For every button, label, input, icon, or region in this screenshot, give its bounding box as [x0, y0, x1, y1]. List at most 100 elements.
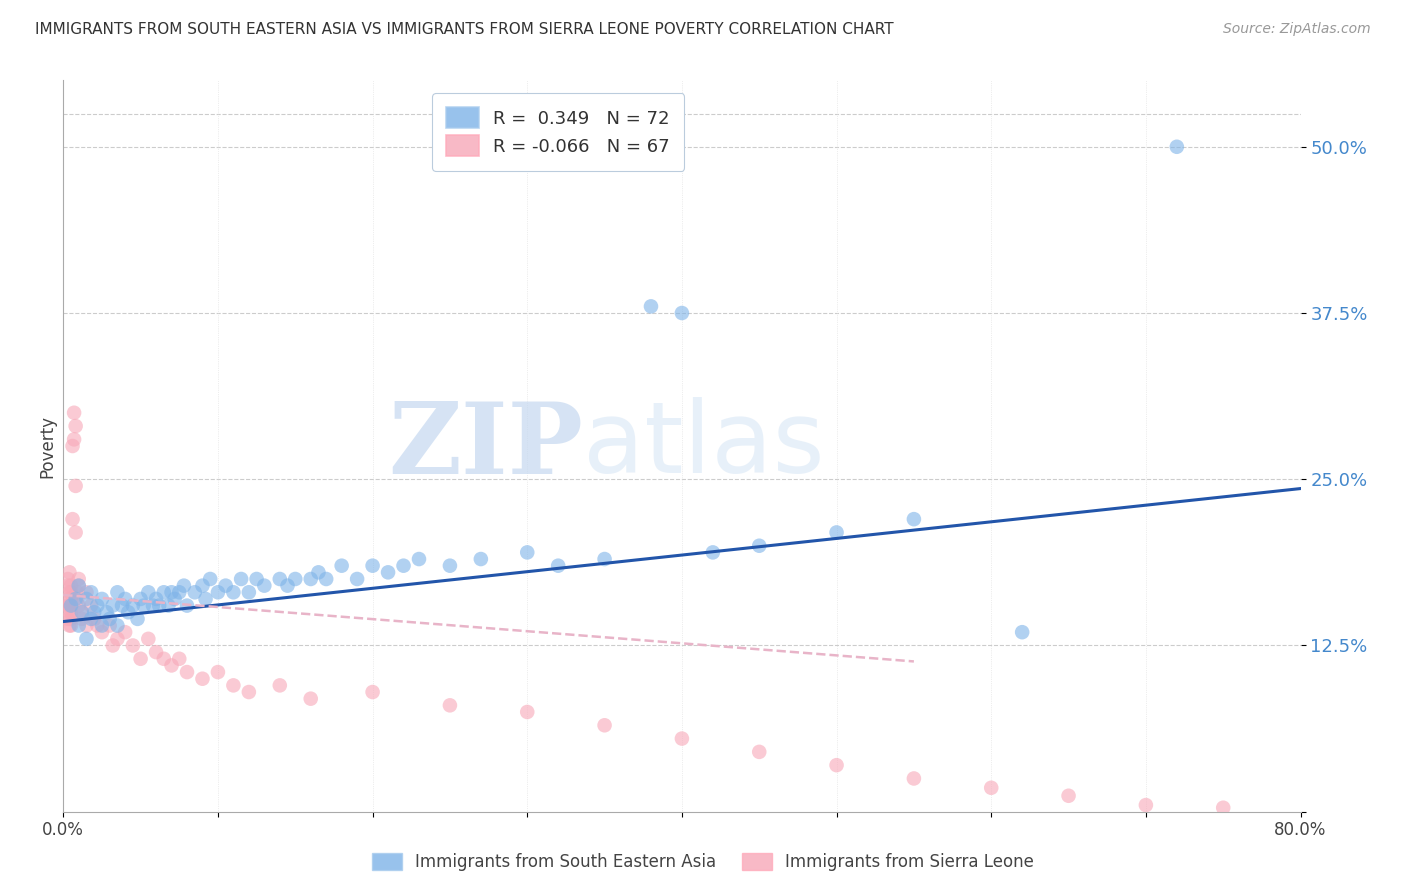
Point: [825, 758, 848, 772]
Point: [330, 558, 353, 573]
Point: [56, 612, 79, 626]
Point: [145, 591, 167, 606]
Point: [207, 665, 229, 679]
Point: [253, 579, 276, 593]
Point: [67, 579, 90, 593]
Point: [238, 585, 260, 599]
Point: [903, 772, 925, 786]
Point: [169, 585, 191, 599]
Point: [121, 599, 145, 613]
Point: [392, 558, 415, 573]
Point: [98, 618, 121, 632]
Point: [111, 599, 134, 613]
Point: [83, 605, 105, 619]
Point: [439, 698, 461, 713]
Point: [361, 685, 384, 699]
Point: [70, 605, 93, 619]
Point: [59, 591, 82, 606]
Point: [183, 585, 207, 599]
Point: [76, 618, 98, 632]
Point: [59, 599, 82, 613]
Point: [59, 605, 82, 619]
Point: [377, 566, 399, 580]
Point: [138, 632, 160, 646]
Point: [107, 585, 129, 599]
Point: [142, 599, 165, 613]
Point: [1011, 625, 1033, 640]
Point: [80, 585, 103, 599]
Point: [593, 718, 616, 732]
Y-axis label: Poverty: Poverty: [38, 415, 56, 477]
Point: [114, 591, 136, 606]
Point: [117, 605, 139, 619]
Point: [129, 652, 152, 666]
Point: [1135, 798, 1157, 813]
Point: [145, 645, 167, 659]
Point: [107, 632, 129, 646]
Point: [671, 306, 693, 320]
Point: [346, 572, 368, 586]
Point: [299, 572, 322, 586]
Point: [284, 572, 307, 586]
Point: [245, 572, 267, 586]
Point: [59, 585, 82, 599]
Point: [58, 585, 80, 599]
Point: [470, 552, 492, 566]
Point: [67, 599, 90, 613]
Point: [148, 599, 170, 613]
Point: [748, 539, 770, 553]
Point: [269, 678, 291, 692]
Point: [127, 612, 149, 626]
Legend: Immigrants from South Eastern Asia, Immigrants from Sierra Leone: Immigrants from South Eastern Asia, Immi…: [364, 845, 1042, 880]
Point: [58, 599, 80, 613]
Point: [238, 685, 260, 699]
Point: [176, 599, 198, 613]
Legend: R =  0.349   N = 72, R = -0.066   N = 67: R = 0.349 N = 72, R = -0.066 N = 67: [432, 93, 685, 170]
Point: [307, 566, 329, 580]
Point: [58, 566, 80, 580]
Point: [96, 605, 118, 619]
Point: [67, 618, 90, 632]
Point: [516, 545, 538, 559]
Point: [76, 591, 98, 606]
Point: [101, 599, 124, 613]
Point: [222, 678, 245, 692]
Point: [825, 525, 848, 540]
Point: [67, 572, 90, 586]
Point: [70, 605, 93, 619]
Point: [80, 599, 103, 613]
Point: [1057, 789, 1080, 803]
Point: [276, 579, 298, 593]
Point: [59, 612, 82, 626]
Point: [361, 558, 384, 573]
Point: [194, 591, 217, 606]
Point: [107, 618, 129, 632]
Point: [1212, 801, 1234, 815]
Point: [191, 672, 214, 686]
Point: [439, 558, 461, 573]
Point: [903, 512, 925, 526]
Point: [70, 612, 93, 626]
Point: [748, 745, 770, 759]
Point: [191, 579, 214, 593]
Point: [114, 625, 136, 640]
Point: [59, 618, 82, 632]
Point: [65, 591, 87, 606]
Point: [62, 439, 84, 453]
Point: [65, 525, 87, 540]
Point: [56, 591, 79, 606]
Point: [121, 639, 145, 653]
Point: [593, 552, 616, 566]
Text: ZIP: ZIP: [388, 398, 583, 494]
Point: [160, 585, 183, 599]
Point: [222, 585, 245, 599]
Point: [66, 591, 89, 606]
Point: [62, 512, 84, 526]
Point: [231, 572, 253, 586]
Point: [58, 605, 80, 619]
Point: [516, 705, 538, 719]
Point: [76, 632, 98, 646]
Point: [980, 780, 1002, 795]
Point: [163, 591, 186, 606]
Point: [269, 572, 291, 586]
